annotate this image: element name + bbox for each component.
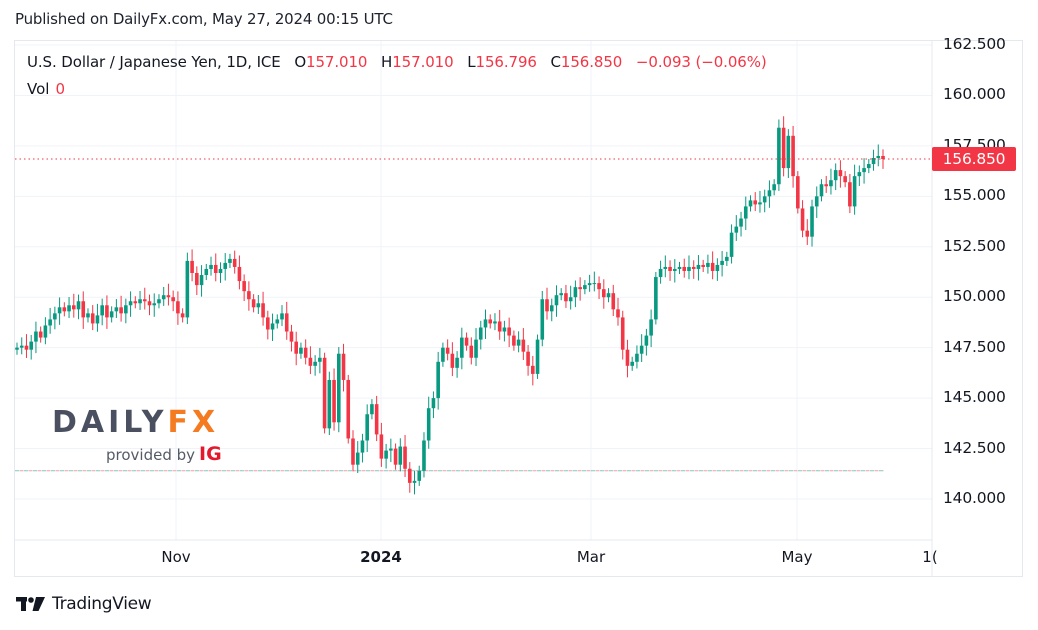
time-axis-label: 2024 [360, 548, 402, 566]
ig-logo: IG [199, 443, 222, 465]
current-price-badge: 156.850 [932, 147, 1016, 171]
dailyfx-logo: DAILYFX [52, 405, 220, 440]
chart-frame [14, 40, 1023, 577]
time-axis-label: 1( [922, 548, 938, 566]
published-caption: Published on DailyFx.com, May 27, 2024 0… [15, 10, 393, 28]
provided-by-ig: provided by IG [106, 443, 222, 465]
symbol-legend: U.S. Dollar / Japanese Yen, 1D, ICE O157… [27, 53, 767, 71]
open-value: 157.010 [306, 53, 368, 71]
symbol-name: U.S. Dollar / Japanese Yen, 1D, ICE [27, 53, 281, 71]
dailyfx-watermark: DAILYFX provided by IG [52, 405, 222, 465]
price-axis-label: 150.000 [943, 287, 1006, 306]
close-value: 156.850 [560, 53, 623, 71]
price-axis-label: 147.500 [943, 337, 1006, 356]
tradingview-attribution[interactable]: TradingView [16, 594, 152, 614]
low-value: 156.796 [475, 53, 537, 71]
price-axis-label: 160.000 [943, 85, 1006, 104]
tradingview-logo-icon [16, 597, 45, 611]
price-axis-label: 155.000 [943, 186, 1006, 205]
volume-legend: Vol 0 [27, 80, 65, 98]
price-axis-label: 152.500 [943, 236, 1006, 255]
time-axis-label: Mar [576, 548, 606, 566]
price-axis-label: 142.500 [943, 438, 1006, 457]
price-axis-label: 145.000 [943, 388, 1006, 407]
time-axis-label: May [781, 548, 813, 566]
price-axis-label: 162.500 [943, 35, 1006, 53]
volume-value: 0 [55, 80, 65, 98]
price-axis-label: 140.000 [943, 489, 1006, 507]
time-axis-label: Nov [161, 548, 191, 566]
change-value: −0.093 (−0.06%) [635, 53, 767, 71]
high-value: 157.010 [392, 53, 454, 71]
